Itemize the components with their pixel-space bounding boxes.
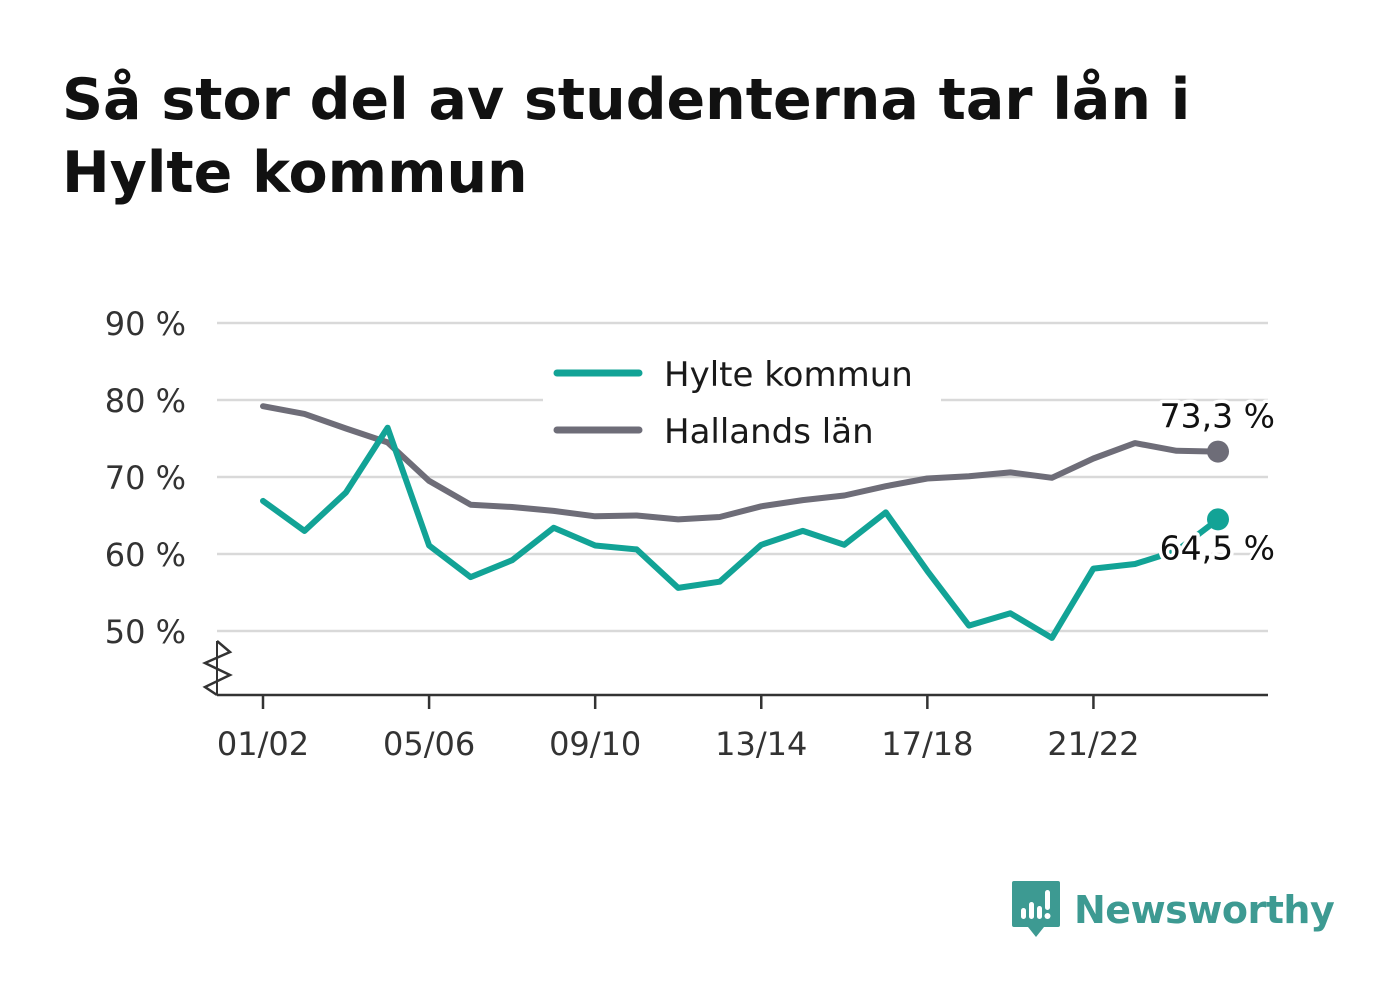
series-line-halland [260,403,1221,523]
series-line-hylte [260,424,1221,641]
x-tick-label: 09/10 [549,725,641,763]
end-value-labels: 73,3 % 64,5 % [1156,393,1278,571]
newsworthy-logo: Newsworthy [1010,878,1335,942]
legend-label-halland: Hallands län [664,412,874,452]
speech-bubble-bar-chart-icon [1012,881,1060,937]
series-lines [260,403,1229,641]
end-label-halland: 73,3 % [1160,397,1275,436]
end-label-hylte: 64,5 % [1160,528,1275,567]
y-tick-labels: 50 % 60 % 70 % 80 % 90 % [105,305,186,651]
chart-title: Så stor del av studenterna tar lån i Hyl… [62,67,1191,206]
axes [202,640,1268,697]
axis-break-icon [202,640,233,697]
x-tick-label: 05/06 [383,725,475,763]
y-tick-label: 80 % [105,382,186,420]
x-tick-labels: 01/02 05/06 09/10 13/14 17/18 21/22 [217,695,1140,763]
legend-label-hylte: Hylte kommun [664,355,913,395]
y-tick-label: 90 % [105,305,186,343]
x-tick-label: 21/22 [1047,725,1139,763]
y-tick-label: 70 % [105,459,186,497]
brand-name: Newsworthy [1074,888,1335,932]
x-tick-label: 13/14 [715,725,807,763]
y-tick-label: 50 % [105,613,186,651]
legend-background [543,345,941,457]
end-marker-hylte [1207,508,1229,531]
legend: Hylte kommun Hallands län [543,345,941,457]
end-marker-halland [1207,440,1229,463]
x-tick-label: 01/02 [217,725,309,763]
gridlines [217,321,1268,633]
y-tick-label: 60 % [105,536,186,574]
x-tick-label: 17/18 [881,725,973,763]
